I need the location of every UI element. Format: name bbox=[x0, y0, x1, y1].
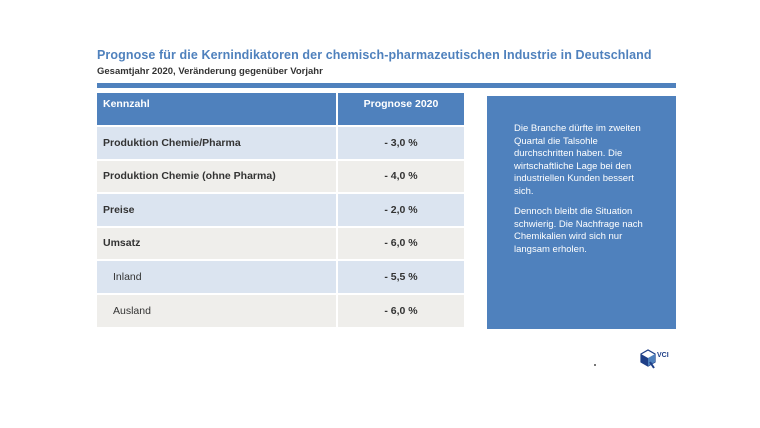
forecast-table: Kennzahl Prognose 2020 Produktion Chemie… bbox=[97, 93, 464, 327]
row-label: Ausland bbox=[97, 292, 337, 327]
table-row: Inland - 5,5 % bbox=[97, 259, 464, 294]
table-row: Umsatz - 6,0 % bbox=[97, 225, 464, 260]
table-row: Ausland - 6,0 % bbox=[97, 292, 464, 327]
row-value: - 5,5 % bbox=[336, 259, 464, 294]
table-row: Preise - 2,0 % bbox=[97, 192, 464, 227]
row-label: Inland bbox=[97, 259, 337, 294]
column-header-kennzahl: Kennzahl bbox=[97, 93, 337, 126]
row-label: Preise bbox=[97, 192, 337, 227]
info-paragraph: Die Branche dürfte im zweiten Quartal di… bbox=[514, 123, 641, 197]
table-header-row: Kennzahl Prognose 2020 bbox=[97, 93, 464, 126]
page-subtitle: Gesamtjahr 2020, Veränderung gegenüber V… bbox=[97, 66, 323, 77]
row-label: Produktion Chemie/Pharma bbox=[97, 125, 337, 160]
row-value: - 6,0 % bbox=[336, 225, 464, 260]
page-title: Prognose für die Kernindikatoren der che… bbox=[97, 48, 652, 62]
row-label: Produktion Chemie (ohne Pharma) bbox=[97, 158, 337, 193]
row-value: - 2,0 % bbox=[336, 192, 464, 227]
vci-logo-text: VCI bbox=[657, 352, 669, 359]
table-row: Produktion Chemie/Pharma - 3,0 % bbox=[97, 125, 464, 160]
row-value: - 6,0 % bbox=[336, 292, 464, 327]
row-value: - 3,0 % bbox=[336, 125, 464, 160]
row-value: - 4,0 % bbox=[336, 158, 464, 193]
info-box: Die Branche dürfte im zweiten Quartal di… bbox=[487, 96, 676, 329]
table-row: Produktion Chemie (ohne Pharma) - 4,0 % bbox=[97, 158, 464, 193]
stray-dot bbox=[594, 364, 596, 366]
row-label: Umsatz bbox=[97, 225, 337, 260]
vci-logo-icon: VCI bbox=[638, 348, 672, 370]
title-divider bbox=[97, 83, 676, 88]
info-paragraph: Dennoch bleibt die Situation schwierig. … bbox=[514, 206, 643, 255]
column-header-prognose: Prognose 2020 bbox=[336, 93, 464, 126]
